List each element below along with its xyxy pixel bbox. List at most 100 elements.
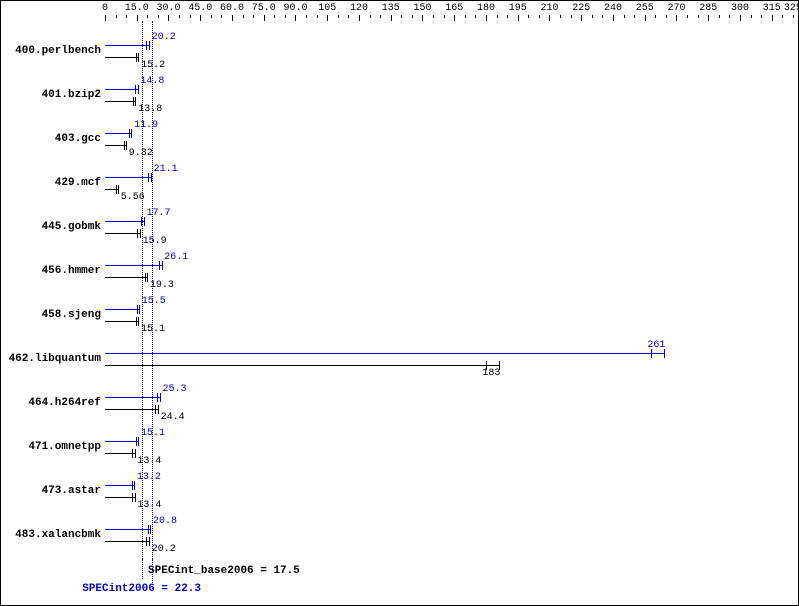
peak-bar: [105, 133, 130, 134]
axis-minor-tick: [729, 15, 730, 18]
peak-bar: [105, 89, 136, 90]
peak-value-label: 20.8: [153, 516, 177, 527]
base-bar: [105, 321, 137, 322]
base-bar: [105, 277, 146, 278]
axis-minor-tick: [158, 15, 159, 18]
benchmark-label: 464.h264ref: [28, 397, 101, 409]
benchmark-label: 471.omnetpp: [28, 441, 101, 453]
axis-tick-label: 75.0: [252, 3, 276, 14]
peak-bar: [105, 397, 159, 398]
peak-value-label: 26.1: [164, 252, 188, 263]
base-value-label: 183: [482, 368, 500, 379]
benchmark-label: 403.gcc: [55, 133, 101, 145]
axis-minor-tick: [465, 15, 466, 18]
axis-tick-label: 300: [731, 3, 749, 14]
axis-tick-label: 240: [604, 3, 622, 14]
peak-value-label: 17.7: [146, 208, 170, 219]
base-value-label: 13.4: [137, 500, 161, 511]
base-bar: [105, 409, 157, 410]
axis-minor-tick: [380, 15, 381, 18]
base-value-label: 15.9: [143, 236, 167, 247]
peak-value-label: 13.2: [137, 472, 161, 483]
peak-value-label: 261: [647, 340, 665, 351]
spec-chart: 015.030.045.060.075.090.0105120135150165…: [0, 0, 799, 606]
peak-value-label: 21.1: [154, 164, 178, 175]
axis-major-tick: [581, 15, 582, 21]
axis-minor-tick: [317, 15, 318, 18]
base-value-label: 13.4: [137, 456, 161, 467]
base-summary-label: SPECint_base2006 = 17.5: [148, 565, 300, 577]
axis-minor-tick: [528, 15, 529, 18]
base-bar: [105, 453, 133, 454]
axis-minor-tick: [666, 15, 667, 18]
axis-minor-tick: [560, 15, 561, 18]
axis-tick-label: 315: [763, 3, 781, 14]
axis-major-tick: [708, 15, 709, 21]
axis-minor-tick: [211, 15, 212, 18]
axis-minor-tick: [624, 15, 625, 18]
axis-minor-tick: [285, 15, 286, 18]
axis-major-tick: [518, 15, 519, 21]
peak-value-label: 11.9: [134, 120, 158, 131]
peak-value-label: 20.2: [152, 32, 176, 43]
axis-major-tick: [200, 15, 201, 21]
axis-major-tick: [454, 15, 455, 21]
axis-major-tick: [232, 15, 233, 21]
axis-minor-tick: [444, 15, 445, 18]
axis-minor-tick: [793, 15, 794, 18]
axis-tick-label: 45.0: [188, 3, 212, 14]
axis-minor-tick: [221, 15, 222, 18]
axis-major-tick: [264, 15, 265, 21]
axis-tick-label: 135: [382, 3, 400, 14]
benchmark-label: 401.bzip2: [42, 89, 101, 101]
axis-tick-label: 60.0: [220, 3, 244, 14]
axis-tick-label: 180: [477, 3, 495, 14]
benchmark-label: 473.astar: [42, 485, 101, 497]
axis-tick-label: 225: [572, 3, 590, 14]
axis-minor-tick: [634, 15, 635, 18]
peak-summary-label: SPECint2006 = 22.3: [82, 583, 201, 595]
axis-major-tick: [740, 15, 741, 21]
axis-major-tick: [549, 15, 550, 21]
peak-bar: [105, 221, 142, 222]
peak-ref-line: [152, 21, 153, 579]
axis-major-tick: [359, 15, 360, 21]
axis-minor-tick: [348, 15, 349, 18]
axis-minor-tick: [751, 15, 752, 18]
axis-minor-tick: [719, 15, 720, 18]
axis-minor-tick: [782, 15, 783, 18]
axis-minor-tick: [655, 15, 656, 18]
benchmark-label: 462.libquantum: [9, 353, 101, 365]
axis-tick-label: 150: [413, 3, 431, 14]
axis-tick-label: 195: [509, 3, 527, 14]
axis-minor-tick: [253, 15, 254, 18]
base-value-label: 9.32: [129, 148, 153, 159]
axis-tick-label: 285: [699, 3, 717, 14]
benchmark-label: 400.perlbench: [15, 45, 101, 57]
axis-minor-tick: [412, 15, 413, 18]
axis-major-tick: [613, 15, 614, 21]
axis-minor-tick: [507, 15, 508, 18]
axis-minor-tick: [243, 15, 244, 18]
base-value-label: 19.3: [150, 280, 174, 291]
benchmark-label: 456.hmmer: [42, 265, 101, 277]
axis-major-tick: [676, 15, 677, 21]
axis-tick-label: 210: [540, 3, 558, 14]
axis-minor-tick: [306, 15, 307, 18]
axis-minor-tick: [126, 15, 127, 18]
axis-minor-tick: [274, 15, 275, 18]
axis-major-tick: [168, 15, 169, 21]
axis-minor-tick: [179, 15, 180, 18]
peak-bar: [105, 353, 657, 354]
benchmark-label: 445.gobmk: [42, 221, 101, 233]
axis-tick-label: 255: [636, 3, 654, 14]
axis-major-tick: [772, 15, 773, 21]
axis-minor-tick: [433, 15, 434, 18]
axis-minor-tick: [116, 15, 117, 18]
axis-minor-tick: [147, 15, 148, 18]
axis-tick-label: 120: [350, 3, 368, 14]
axis-minor-tick: [401, 15, 402, 18]
peak-bar: [105, 441, 137, 442]
axis-minor-tick: [497, 15, 498, 18]
benchmark-label: 458.sjeng: [42, 309, 101, 321]
